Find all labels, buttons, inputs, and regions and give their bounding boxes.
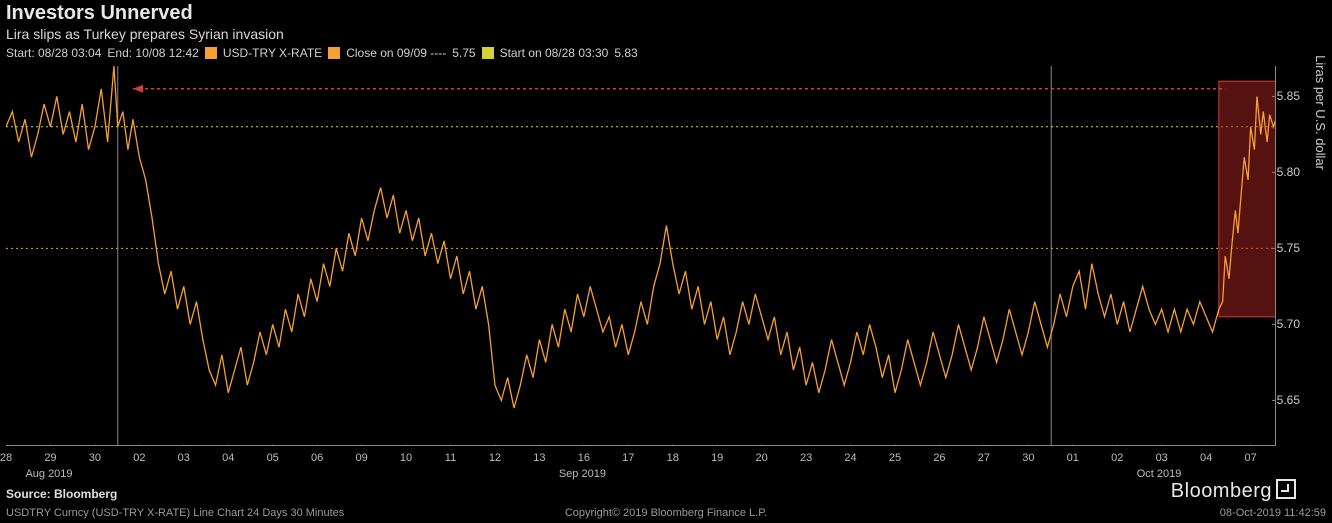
close-swatch-icon: [328, 47, 340, 59]
x-month-label: Sep 2019: [559, 468, 606, 480]
x-tick-label: 07: [1244, 452, 1256, 464]
y-tick-label: 5.70: [1277, 317, 1300, 331]
bloomberg-logo-icon: [1276, 479, 1296, 499]
x-tick-label: 17: [622, 452, 634, 464]
x-tick-label: 12: [489, 452, 501, 464]
x-tick-label: 03: [1156, 452, 1168, 464]
legend-starton-value: 5.83: [614, 46, 637, 60]
chart-subtitle: Lira slips as Turkey prepares Syrian inv…: [6, 26, 284, 42]
footer-center: Copyright© 2019 Bloomberg Finance L.P.: [565, 507, 767, 519]
x-month-label: Aug 2019: [25, 468, 72, 480]
chart-plot-area: [6, 66, 1276, 446]
chart-title: Investors Unnerved: [6, 2, 193, 25]
x-tick-label: 24: [844, 452, 856, 464]
x-tick-label: 04: [1200, 452, 1212, 464]
x-tick-label: 25: [889, 452, 901, 464]
y-tick-label: 5.85: [1277, 89, 1300, 103]
x-tick-label: 06: [311, 452, 323, 464]
x-tick-label: 10: [400, 452, 412, 464]
x-tick-label: 03: [178, 452, 190, 464]
x-tick-label: 16: [578, 452, 590, 464]
x-tick-label: 26: [933, 452, 945, 464]
y-axis-label: Liras per U.S. dollar: [1313, 55, 1328, 170]
bloomberg-logo: Bloomberg: [1171, 477, 1296, 503]
x-tick-label: 27: [978, 452, 990, 464]
x-tick-label: 30: [1022, 452, 1034, 464]
footer-left: USDTRY Curncy (USD-TRY X-RATE) Line Char…: [6, 507, 344, 519]
x-tick-label: 09: [355, 452, 367, 464]
x-tick-label: 20: [756, 452, 768, 464]
source-label: Source: Bloomberg: [6, 487, 117, 501]
x-tick-label: 02: [1111, 452, 1123, 464]
x-tick-label: 30: [89, 452, 101, 464]
series-swatch-icon: [205, 47, 217, 59]
y-tick-label: 5.75: [1277, 241, 1300, 255]
x-tick-label: 04: [222, 452, 234, 464]
legend-bar: Start: 08/28 03:04 End: 10/08 12:42 USD-…: [6, 46, 638, 60]
legend-end: End: 10/08 12:42: [107, 46, 198, 60]
legend-close: Close on 09/09 ----: [346, 46, 446, 60]
legend-starton: Start on 08/28 03:30: [500, 46, 609, 60]
x-tick-label: 18: [667, 452, 679, 464]
x-tick-label: 05: [267, 452, 279, 464]
y-tick-label: 5.65: [1277, 393, 1300, 407]
x-tick-label: 13: [533, 452, 545, 464]
x-tick-label: 11: [445, 452, 456, 464]
legend-close-value: 5.75: [452, 46, 475, 60]
legend-series: USD-TRY X-RATE: [223, 46, 322, 60]
x-tick-label: 02: [133, 452, 145, 464]
x-tick-label: 23: [800, 452, 812, 464]
legend-start: Start: 08/28 03:04: [6, 46, 101, 60]
x-tick-label: 01: [1067, 452, 1079, 464]
x-tick-label: 29: [44, 452, 56, 464]
x-tick-label: 28: [0, 452, 12, 464]
footer-right: 08-Oct-2019 11:42:59: [1220, 507, 1326, 519]
starton-swatch-icon: [482, 47, 494, 59]
y-tick-label: 5.80: [1277, 165, 1300, 179]
x-tick-label: 19: [711, 452, 723, 464]
x-axis: 2829300203040506091011121316171819202324…: [6, 448, 1276, 488]
